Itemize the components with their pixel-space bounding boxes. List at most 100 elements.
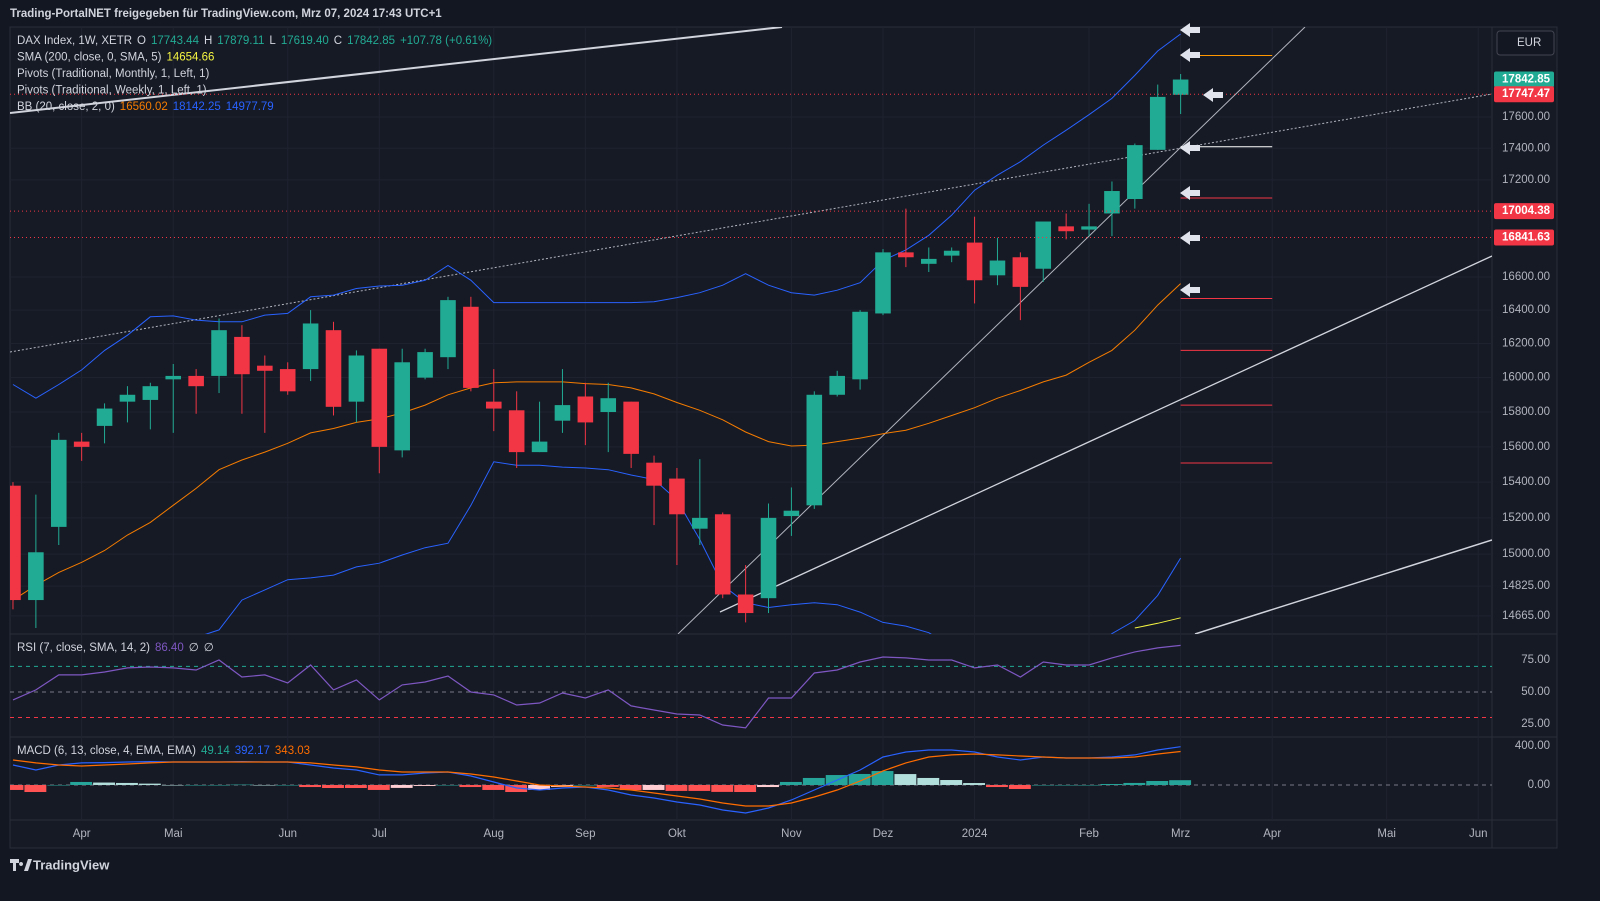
y-tick-label: 14665.00 <box>1502 610 1550 622</box>
x-tick-label: Feb <box>1079 828 1099 840</box>
currency-button[interactable] <box>1496 30 1555 56</box>
legend-item: ∅ <box>204 642 214 654</box>
footer-text: TradingView <box>33 857 110 872</box>
legend-line: DAX Index, 1W, XETR O 17743.44 H 17879.11 L 17… <box>17 35 492 47</box>
candle-body <box>1172 79 1189 95</box>
trend-line <box>719 255 1492 613</box>
candle-body <box>1058 226 1074 232</box>
candle-body <box>279 369 296 392</box>
legend-item: Pivots (Traditional, Weekly, 1, Left, 1) <box>17 85 207 97</box>
arrow <box>1180 48 1200 62</box>
y-tick-label: 0.00 <box>1528 779 1550 791</box>
axes: Apr Mai Jun Jul Aug Sep Okt Nov Dez 2024 Feb Mrz Apr… <box>73 71 1554 840</box>
y-tick-label: 400.00 <box>1515 740 1550 752</box>
legend-line: SMA (200, close, 0, SMA, 5) 14654.66 <box>17 52 214 64</box>
histogram-bar <box>276 784 299 786</box>
legend-line: Pivots (Traditional, Weekly, 1, Left, 1) <box>17 85 207 97</box>
legend-item: +107.78 (+0.61%) <box>400 35 492 47</box>
legend-item: ∅ <box>189 642 199 654</box>
rsi-line <box>12 644 1181 729</box>
histogram-bar <box>1031 784 1054 786</box>
histogram-bar <box>871 771 894 785</box>
y-tick-label: 14825.00 <box>1502 580 1550 592</box>
rsi-pane <box>10 644 1492 729</box>
candle-body <box>10 485 21 601</box>
candle-body <box>211 330 227 376</box>
price-tag <box>1494 229 1554 246</box>
x-tick-label: Mai <box>1377 828 1396 840</box>
histogram-bar <box>390 784 413 788</box>
indicator-line <box>12 33 1181 399</box>
histogram-bar <box>619 784 642 791</box>
arrow <box>1180 231 1200 245</box>
y-tick-label: 16600.00 <box>1502 271 1550 283</box>
candle-body <box>234 336 250 375</box>
x-tick-label: Apr <box>1263 828 1281 840</box>
histogram-bar <box>848 773 871 785</box>
candle-body <box>325 330 342 407</box>
legend-item: 17879.11 <box>217 35 264 47</box>
y-tick-label: 16400.00 <box>1502 304 1550 316</box>
candle-body <box>348 355 365 402</box>
price-tag <box>1494 86 1554 103</box>
arrow <box>1180 186 1200 200</box>
y-tick-label: 16000.00 <box>1502 372 1550 384</box>
price-tag-label: 17004.38 <box>1502 205 1551 217</box>
candle-body <box>577 396 594 423</box>
legend-item: MACD (6, 13, close, 4, EMA, EMA) <box>17 745 196 757</box>
legends: DAX Index, 1W, XETR O 17743.44 H 17879.11 L 17… <box>17 35 492 757</box>
legend-item: 18142.25 <box>173 101 221 113</box>
histogram-bar <box>230 784 253 786</box>
legend-line: MACD (6, 13, close, 4, EMA, EMA) 49.14 392… <box>17 745 310 757</box>
legend-item: RSI (7, close, SMA, 14, 2) <box>17 642 150 654</box>
logo-icon <box>10 859 32 871</box>
histogram-bar <box>734 784 757 793</box>
candle-body <box>989 260 1006 276</box>
histogram-bar <box>1077 784 1100 786</box>
price-tag-label: 17842.85 <box>1502 74 1551 86</box>
x-tick-label: Aug <box>484 828 504 840</box>
histogram-bar <box>93 782 116 785</box>
candle-body <box>188 375 204 387</box>
trend-line <box>677 27 1306 634</box>
y-tick-label: 15800.00 <box>1502 406 1550 418</box>
candle-body <box>692 517 708 529</box>
candle-body <box>119 394 136 402</box>
histogram-bar <box>184 784 207 786</box>
candle-body <box>966 242 983 281</box>
x-tick-label: Dez <box>873 828 894 840</box>
histogram-bar <box>963 783 986 785</box>
price-tag <box>1494 71 1554 88</box>
histogram-bar <box>436 784 459 786</box>
histogram-bar <box>665 784 688 791</box>
legend-line: RSI (7, close, SMA, 14, 2) 86.40 ∅ ∅ <box>17 642 214 654</box>
legend-item: 86.40 <box>155 642 184 654</box>
candle-body <box>1035 221 1052 269</box>
candle-body <box>28 552 44 601</box>
trend-line <box>10 93 1492 353</box>
indicator-line <box>204 461 1182 634</box>
x-tick-label: Mai <box>164 828 183 840</box>
candle-body <box>1104 191 1120 214</box>
x-tick-label: Apr <box>73 828 91 840</box>
y-tick-label: 17400.00 <box>1502 142 1550 154</box>
histogram-bar <box>505 784 528 793</box>
legend-item: 392.17 <box>235 745 270 757</box>
legend-item: DAX Index, 1W, XETR <box>17 35 132 47</box>
arrow <box>1180 23 1200 37</box>
candle-body <box>417 352 433 378</box>
y-tick-label: 15600.00 <box>1502 441 1550 453</box>
candle-body <box>1012 257 1029 287</box>
legend-item: BB (20, close, 2, 0) <box>17 101 115 113</box>
legend-item: C <box>334 35 342 47</box>
candle-body <box>142 386 159 400</box>
currency-label[interactable]: EUR <box>1517 37 1541 49</box>
candle-body <box>1149 96 1166 150</box>
histogram-bar <box>367 784 390 790</box>
candle-body <box>73 441 90 447</box>
candle-body <box>623 401 639 454</box>
header-text: Trading-PortalNET freigegeben für Tradin… <box>10 8 442 20</box>
candle-body <box>646 462 662 486</box>
